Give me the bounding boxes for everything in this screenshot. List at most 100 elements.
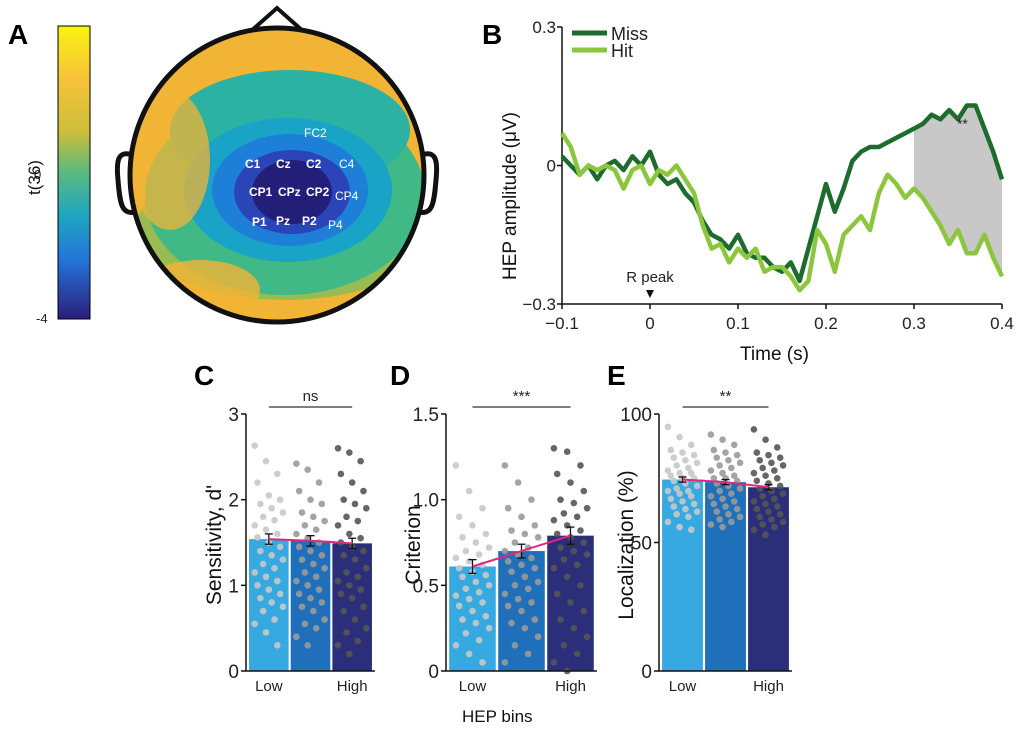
data-point (455, 564, 463, 572)
data-point (570, 624, 578, 632)
data-point (531, 564, 539, 572)
data-point (511, 539, 519, 546)
data-point (750, 469, 758, 477)
data-point (274, 642, 281, 649)
data-point (728, 464, 735, 472)
data-point (254, 479, 261, 486)
data-point (351, 616, 359, 623)
data-point (676, 469, 683, 477)
data-point (573, 650, 581, 658)
data-point (580, 607, 588, 615)
data-point (716, 516, 723, 523)
data-point (508, 619, 515, 627)
chart-c-ylabel: Sensitivity, d' (203, 485, 226, 605)
data-point (560, 556, 568, 563)
significance-shade (914, 105, 1002, 277)
data-point (298, 509, 306, 516)
panel-label-c: C (194, 360, 214, 391)
data-point (293, 577, 300, 585)
data-point (482, 612, 490, 620)
data-point (667, 446, 675, 454)
chart-b-x-tick-label: 0 (645, 314, 654, 333)
data-point (276, 496, 284, 503)
data-point (560, 642, 568, 649)
data-point (664, 423, 672, 431)
data-point (682, 505, 689, 513)
y-tick-label: 1 (228, 576, 239, 597)
data-point (462, 585, 470, 593)
data-point (259, 513, 267, 521)
chart-e-ylabel: Localization (%) (615, 470, 638, 619)
chart-b-y-tick-label: 0 (547, 157, 556, 176)
data-point (722, 449, 729, 456)
data-point (321, 517, 328, 525)
data-point (771, 467, 778, 474)
data-point (521, 624, 529, 632)
y-tick-label: 0 (428, 662, 439, 683)
data-point (664, 467, 672, 474)
data-point (673, 510, 680, 518)
data-point (501, 547, 509, 555)
data-point (567, 479, 574, 486)
data-point (259, 607, 267, 615)
y-tick-label: 0.5 (413, 576, 439, 597)
data-point (360, 603, 367, 611)
data-point (722, 503, 729, 510)
significance-label: *** (513, 388, 531, 405)
panel-label-b: B (482, 19, 502, 50)
data-point (295, 543, 303, 551)
data-point (560, 510, 568, 517)
data-point (315, 586, 323, 593)
data-point (312, 526, 320, 533)
data-point (346, 530, 353, 538)
data-point (271, 564, 278, 572)
data-point (455, 602, 463, 610)
panel-label-a: A (8, 19, 28, 50)
trend-line (472, 534, 571, 568)
data-point (452, 592, 460, 599)
data-point (452, 554, 460, 562)
data-point (469, 607, 476, 615)
data-point (762, 472, 769, 479)
data-point (534, 633, 542, 641)
data-point (452, 642, 460, 649)
y-tick-label: 0 (641, 662, 652, 683)
x-tick-label: High (555, 678, 586, 695)
data-point (567, 599, 574, 606)
data-point (773, 474, 781, 482)
data-point (304, 582, 311, 589)
data-point (583, 504, 591, 512)
data-point (301, 569, 309, 576)
legend-label-hit: Hit (611, 41, 633, 61)
data-point (295, 590, 303, 598)
data-point (750, 498, 758, 505)
data-point (351, 500, 359, 508)
data-point (524, 650, 532, 658)
data-point (298, 603, 306, 611)
x-tick-label: Low (255, 678, 283, 695)
data-point (557, 496, 564, 503)
data-point (257, 547, 264, 555)
data-point (508, 527, 515, 534)
data-point (343, 513, 350, 521)
data-point (318, 552, 326, 559)
data-point (687, 441, 695, 449)
data-point (759, 492, 766, 500)
data-point (531, 522, 539, 529)
data-point (693, 482, 701, 490)
data-point (771, 523, 778, 531)
data-point (465, 595, 473, 603)
data-point (348, 479, 356, 486)
data-point (482, 571, 490, 579)
data-point (293, 530, 300, 538)
data-point (573, 513, 581, 521)
data-point (685, 464, 692, 472)
data-point (485, 544, 493, 551)
data-point (716, 487, 723, 495)
bar-2 (290, 540, 331, 671)
trend-line (682, 478, 769, 489)
electrode-p4: P4 (328, 218, 343, 232)
data-point (768, 459, 775, 467)
data-point (304, 642, 311, 649)
